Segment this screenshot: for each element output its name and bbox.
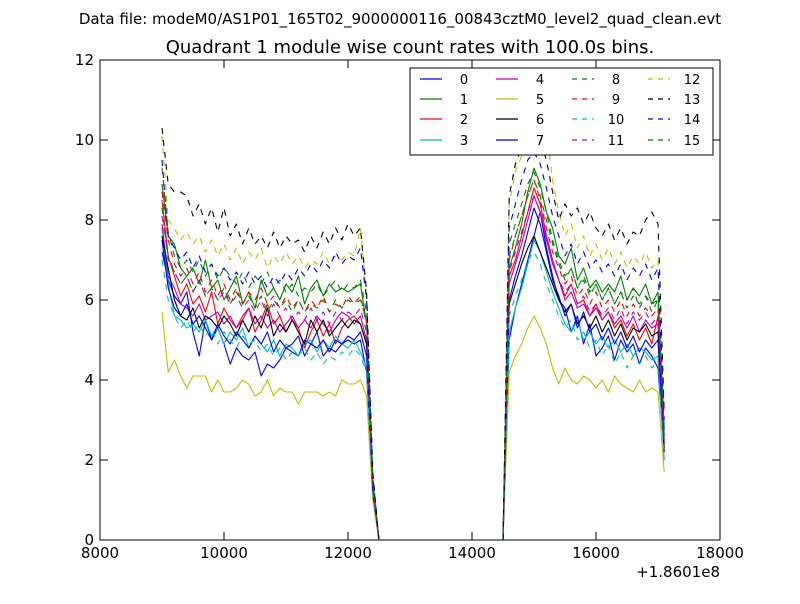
- series-line-5: [161, 311, 665, 540]
- y-tick-label: 8: [84, 211, 94, 229]
- chart-title: Quadrant 1 module wise count rates with …: [166, 37, 655, 58]
- legend-label-7: 7: [536, 134, 544, 149]
- series-line-3: [161, 227, 665, 540]
- series-line-1: [161, 167, 665, 540]
- legend-label-2: 2: [460, 113, 468, 128]
- legend-label-15: 15: [684, 134, 701, 149]
- series-line-2: [161, 187, 665, 540]
- series-line-11: [161, 195, 665, 540]
- data-file-label: Data file: modeM0/AS1P01_165T02_90000001…: [79, 10, 721, 29]
- legend-label-6: 6: [536, 113, 544, 128]
- x-tick-label: 10000: [200, 544, 248, 562]
- y-tick-label: 4: [84, 371, 94, 389]
- legend-label-3: 3: [460, 134, 468, 149]
- y-tick-label: 12: [75, 51, 94, 69]
- legend-label-4: 4: [536, 73, 544, 88]
- legend-label-9: 9: [612, 93, 620, 108]
- x-offset-label: +1.8601e8: [636, 563, 720, 581]
- legend-label-1: 1: [460, 93, 468, 108]
- legend-label-0: 0: [460, 73, 468, 88]
- series-line-12: [161, 131, 665, 540]
- series-line-4: [161, 195, 665, 540]
- series-line-9: [161, 179, 665, 540]
- legend-label-14: 14: [684, 113, 701, 128]
- y-tick-label: 2: [84, 451, 94, 469]
- series-line-8: [161, 167, 665, 540]
- x-tick-label: 12000: [324, 544, 372, 562]
- legend-label-5: 5: [536, 93, 544, 108]
- y-tick-label: 0: [84, 531, 94, 549]
- legend-frame: [409, 67, 714, 156]
- series-line-7: [161, 207, 665, 540]
- y-tick-label: 10: [75, 131, 94, 149]
- legend-label-13: 13: [684, 93, 701, 108]
- y-tick-label: 6: [84, 291, 94, 309]
- legend-label-8: 8: [612, 73, 620, 88]
- legend-label-10: 10: [608, 113, 625, 128]
- series-lines: [161, 127, 665, 540]
- series-line-10: [161, 251, 665, 540]
- x-tick-label: 18000: [696, 544, 744, 562]
- legend-label-12: 12: [684, 73, 701, 88]
- x-tick-label: 8000: [81, 544, 119, 562]
- x-tick-label: 16000: [572, 544, 620, 562]
- x-tick-label: 14000: [448, 544, 496, 562]
- legend-label-11: 11: [608, 134, 625, 149]
